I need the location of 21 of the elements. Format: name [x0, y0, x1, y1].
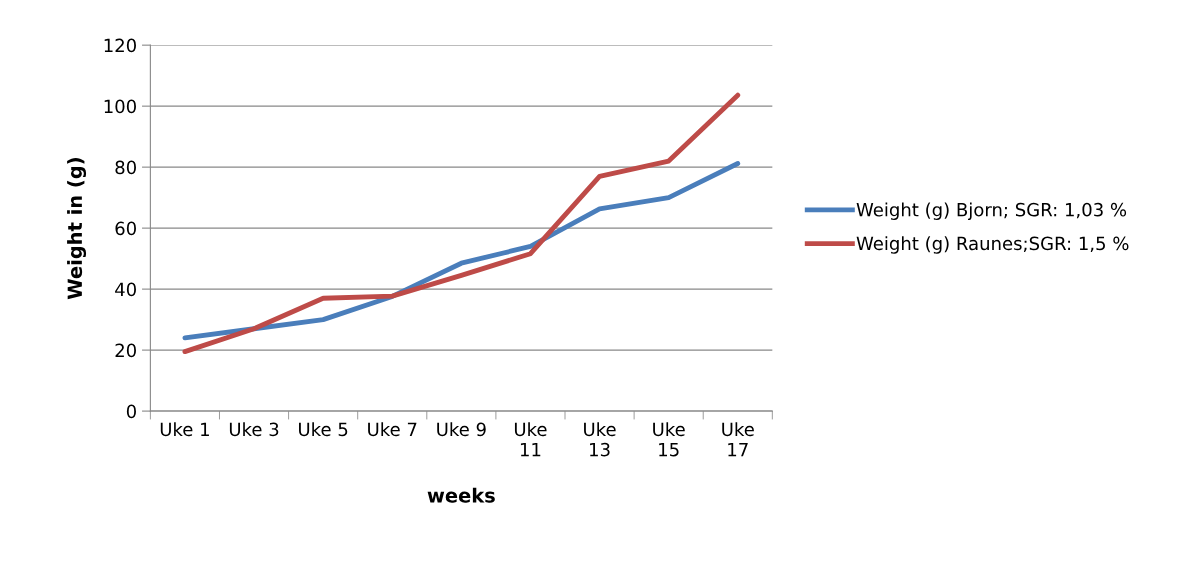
x-tick-label: Uke 13 [584, 422, 616, 457]
x-tick-label: Uke 11 [514, 422, 547, 457]
y-axis-title: Weight in (g) [67, 158, 87, 300]
y-tick-label: 0 [126, 404, 136, 419]
x-tick-label: Uke 1 [160, 422, 209, 437]
legend-label: Weight (g) Raunes;SGR: 1,5 % [856, 236, 1129, 254]
y-tick-label: 40 [115, 282, 136, 297]
y-tick-label: 20 [115, 343, 136, 358]
x-axis-title: weeks [427, 487, 495, 503]
y-tick-label: 120 [104, 38, 136, 53]
x-tick-label: Uke 9 [437, 422, 486, 437]
line-series [182, 92, 741, 355]
y-tick-label: 60 [115, 221, 136, 236]
x-tick-label: Uke 7 [368, 422, 417, 437]
x-tick-label: Uke 3 [229, 422, 279, 437]
x-tick-label: Uke 17 [722, 422, 754, 457]
y-tick-label: 80 [115, 160, 136, 175]
legend-label: Weight (g) Bjorn; SGR: 1,03 % [856, 202, 1127, 220]
x-tick-label: Uke 15 [653, 422, 685, 457]
y-tick-label: 100 [104, 99, 136, 114]
x-tick-label: Uke 5 [299, 422, 348, 437]
